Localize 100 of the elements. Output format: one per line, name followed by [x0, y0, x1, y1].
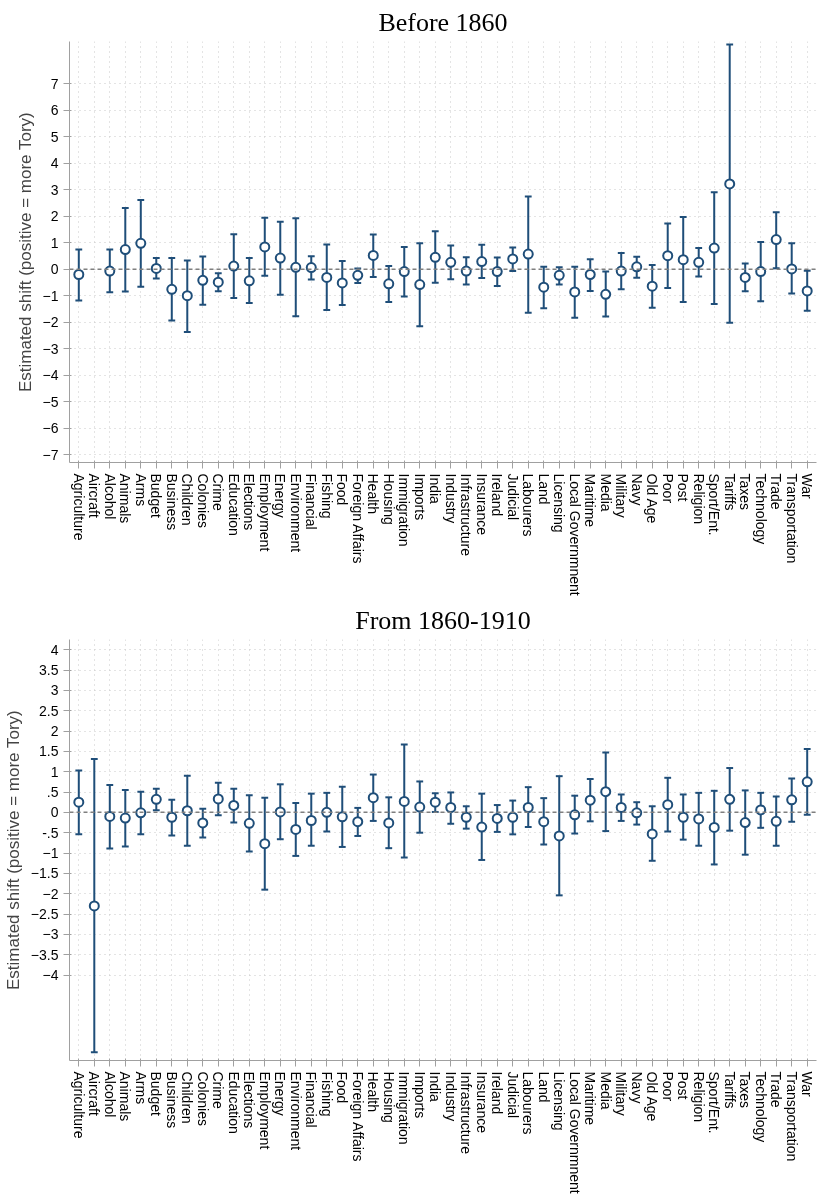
x-tick-label: Foreign Affairs	[349, 473, 366, 564]
y-axis-title: Estimated shift (positive = more Tory)	[15, 112, 35, 393]
x-tick-label: Ireland	[489, 1071, 506, 1115]
x-tick-label: Post	[675, 473, 692, 502]
chart-title: From 1860-1910	[355, 605, 531, 635]
y-tick-label: 7	[50, 75, 59, 92]
y-tick-label: 4	[50, 641, 59, 658]
y-tick-label: −1	[42, 287, 59, 304]
y-tick-label: 3	[50, 682, 59, 699]
x-tick-label: Environment	[287, 473, 304, 553]
point	[569, 286, 581, 298]
x-tick-label: Industry	[442, 1071, 459, 1122]
y-tick-label: 1	[50, 234, 59, 251]
x-tick-label: Budget	[148, 473, 165, 518]
point	[398, 795, 410, 807]
point	[600, 786, 612, 798]
x-tick-label: Alcohol	[101, 1071, 118, 1118]
point	[181, 805, 193, 817]
x-tick-label: Technology	[752, 1071, 769, 1143]
point	[569, 809, 581, 821]
point	[507, 253, 519, 265]
x-tick-label: Energy	[272, 473, 289, 518]
x-tick-label: Judicial	[504, 473, 521, 521]
point	[274, 806, 286, 818]
x-tick-label: Agriculture	[70, 473, 87, 541]
x-tick-label: Animals	[117, 473, 134, 524]
x-tick-label: Financial	[303, 473, 320, 530]
x-tick-label: Navy	[628, 473, 645, 506]
point	[522, 248, 534, 260]
x-tick-label: Military	[613, 473, 630, 518]
point	[445, 802, 457, 813]
point	[507, 811, 519, 823]
x-tick-label: Fishing	[318, 473, 335, 519]
point	[197, 817, 209, 829]
point	[553, 830, 565, 842]
point	[584, 269, 596, 280]
point	[166, 811, 178, 823]
point	[336, 277, 348, 289]
point	[786, 794, 798, 806]
point	[383, 817, 395, 829]
x-tick-label: Health	[365, 473, 382, 514]
y-tick-label: −1	[42, 845, 59, 862]
x-tick-label: Health	[365, 1071, 382, 1112]
point	[259, 241, 271, 253]
y-tick-label: 0	[50, 804, 59, 821]
x-tick-label: Imports	[411, 473, 428, 521]
x-tick-label: Infrastructure	[458, 1071, 475, 1155]
y-tick-label: −4	[42, 967, 59, 984]
x-tick-label: Environment	[287, 1071, 304, 1151]
y-tick-label: 1	[50, 763, 59, 780]
y-tick-label: 3.5	[39, 662, 59, 679]
x-tick-label: Energy	[272, 1071, 289, 1116]
point	[290, 823, 302, 835]
x-tick-label: Maritime	[582, 473, 599, 528]
point	[724, 178, 736, 190]
x-tick-label: Poor	[659, 473, 676, 504]
x-tick-label: Colonies	[194, 1071, 211, 1126]
x-tick-label: Education	[225, 1071, 242, 1134]
x-tick-label: Children	[179, 473, 196, 526]
point	[491, 812, 503, 824]
point	[677, 811, 689, 823]
x-tick-label: Alcohol	[101, 473, 118, 520]
point	[88, 900, 100, 912]
point	[600, 288, 612, 300]
point	[615, 802, 627, 813]
x-tick-label: Education	[225, 473, 242, 536]
x-tick-label: Financial	[303, 1071, 320, 1128]
point	[476, 821, 488, 833]
x-tick-label: Judicial	[504, 1071, 521, 1119]
point	[119, 812, 131, 824]
x-tick-label: Colonies	[194, 473, 211, 528]
x-tick-label: Taxes	[737, 1071, 754, 1109]
x-tick-label: Transportation	[783, 1071, 800, 1162]
chart-title: Before 1860	[378, 7, 508, 37]
point	[212, 793, 224, 805]
x-tick-label: Foreign Affairs	[349, 1071, 366, 1162]
point	[770, 815, 782, 827]
y-tick-label: −5	[42, 393, 59, 410]
point	[476, 256, 488, 268]
point	[662, 250, 674, 262]
y-tick-label: 4	[50, 155, 59, 172]
point	[181, 290, 193, 302]
x-tick-label: Employment	[256, 473, 273, 552]
point	[739, 271, 751, 283]
y-tick-label: −3	[42, 926, 59, 943]
point	[522, 802, 534, 813]
y-tick-label: 1.5	[39, 743, 59, 760]
y-tick-label: -.5	[42, 824, 59, 841]
x-tick-label: Children	[179, 1071, 196, 1124]
y-tick-label: −3.5	[30, 946, 59, 963]
point	[352, 816, 364, 828]
x-tick-label: Crime	[210, 1071, 227, 1110]
x-tick-label: Industry	[442, 473, 459, 524]
x-tick-label: India	[427, 1071, 444, 1103]
point	[693, 813, 705, 825]
y-tick-label: −2	[42, 885, 59, 902]
x-tick-label: Religion	[690, 473, 707, 525]
x-tick-label: Licensing	[551, 473, 568, 533]
point	[801, 776, 813, 788]
y-tick-label: −2.5	[30, 906, 59, 923]
